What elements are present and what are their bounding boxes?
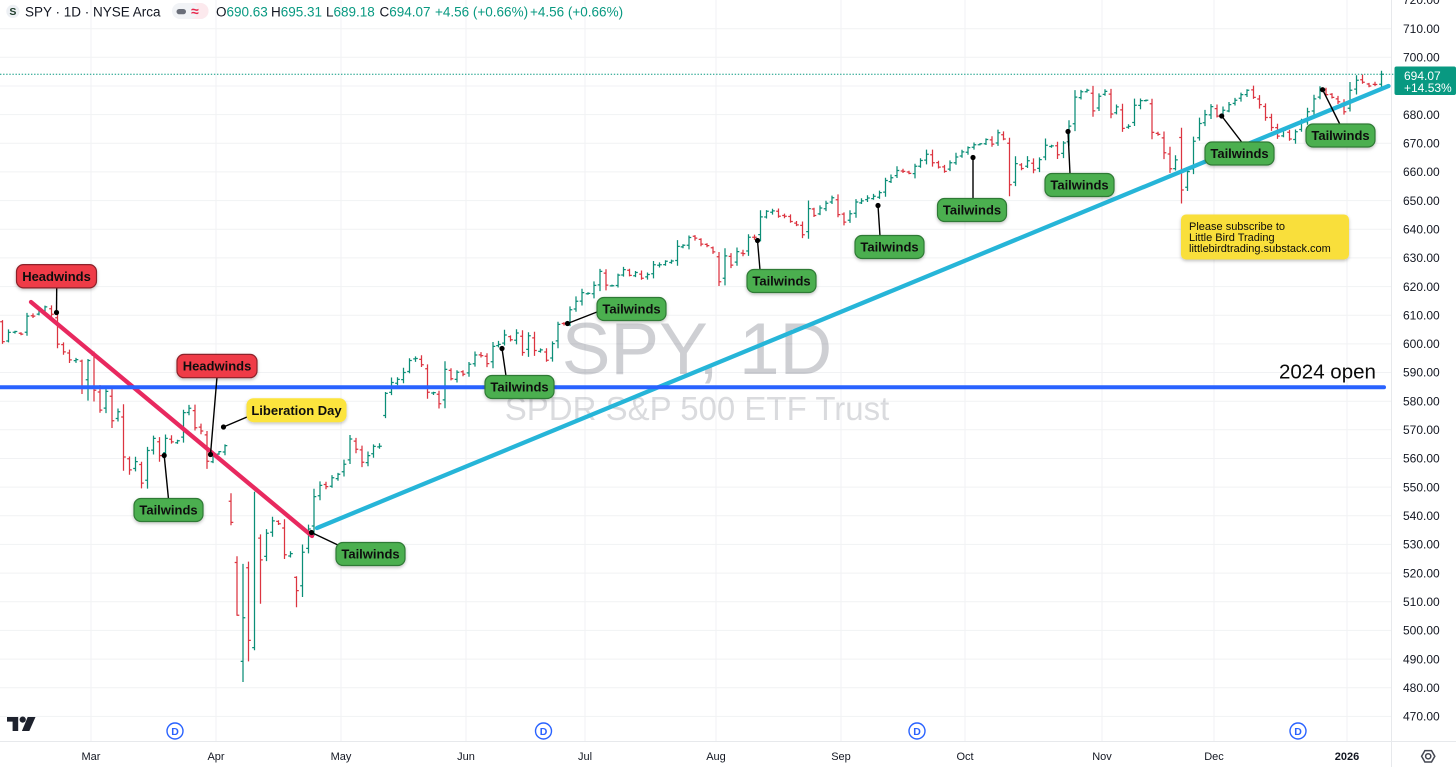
svg-text:Tailwinds: Tailwinds bbox=[1210, 146, 1268, 161]
svg-text:Mar: Mar bbox=[82, 751, 101, 763]
svg-text:Headwinds: Headwinds bbox=[183, 359, 252, 374]
svg-text:540.00: 540.00 bbox=[1403, 509, 1440, 523]
svg-text:2026: 2026 bbox=[1335, 751, 1359, 763]
svg-text:littlebirdtrading.substack.com: littlebirdtrading.substack.com bbox=[1189, 243, 1331, 255]
svg-text:610.00: 610.00 bbox=[1403, 308, 1440, 322]
svg-text:H695.31: H695.31 bbox=[271, 4, 322, 19]
svg-text:C694.07: C694.07 bbox=[380, 4, 431, 19]
svg-text:Liberation Day: Liberation Day bbox=[251, 403, 342, 418]
svg-text:L689.18: L689.18 bbox=[326, 4, 375, 19]
svg-text:680.00: 680.00 bbox=[1403, 108, 1440, 122]
svg-text:470.00: 470.00 bbox=[1403, 710, 1440, 724]
svg-text:D: D bbox=[540, 726, 548, 738]
svg-text:Little Bird Trading: Little Bird Trading bbox=[1189, 232, 1275, 244]
svg-text:D: D bbox=[1294, 726, 1302, 738]
svg-text:SPDR S&P 500 ETF Trust: SPDR S&P 500 ETF Trust bbox=[505, 390, 890, 427]
svg-text:Tailwinds: Tailwinds bbox=[860, 240, 918, 255]
svg-text:620.00: 620.00 bbox=[1403, 280, 1440, 294]
svg-text:Jun: Jun bbox=[457, 751, 475, 763]
svg-text:Dec: Dec bbox=[1204, 751, 1224, 763]
svg-text:Nov: Nov bbox=[1092, 751, 1112, 763]
svg-text:720.00: 720.00 bbox=[1403, 0, 1440, 7]
svg-text:D: D bbox=[171, 726, 179, 738]
svg-text:Please subscribe to: Please subscribe to bbox=[1189, 221, 1285, 233]
svg-text:570.00: 570.00 bbox=[1403, 423, 1440, 437]
svg-text:SPY · 1D · NYSE Arca: SPY · 1D · NYSE Arca bbox=[25, 4, 161, 19]
svg-text:530.00: 530.00 bbox=[1403, 538, 1440, 552]
svg-text:Tailwinds: Tailwinds bbox=[602, 302, 660, 317]
svg-text:550.00: 550.00 bbox=[1403, 480, 1440, 494]
svg-text:+14.53%: +14.53% bbox=[1404, 81, 1452, 95]
svg-text:600.00: 600.00 bbox=[1403, 337, 1440, 351]
svg-text:Tailwinds: Tailwinds bbox=[139, 503, 197, 518]
svg-text:O690.63: O690.63 bbox=[216, 4, 268, 19]
svg-text:480.00: 480.00 bbox=[1403, 681, 1440, 695]
svg-text:580.00: 580.00 bbox=[1403, 394, 1440, 408]
svg-text:Apr: Apr bbox=[207, 751, 224, 763]
svg-text:630.00: 630.00 bbox=[1403, 251, 1440, 265]
svg-text:520.00: 520.00 bbox=[1403, 566, 1440, 580]
svg-text:700.00: 700.00 bbox=[1403, 51, 1440, 65]
svg-text:Tailwinds: Tailwinds bbox=[341, 547, 399, 562]
svg-text:560.00: 560.00 bbox=[1403, 452, 1440, 466]
svg-text:660.00: 660.00 bbox=[1403, 165, 1440, 179]
svg-text:SPY, 1D: SPY, 1D bbox=[562, 309, 833, 390]
svg-text:2024 open: 2024 open bbox=[1279, 361, 1376, 384]
svg-text:Jul: Jul bbox=[578, 751, 592, 763]
svg-text:694.07: 694.07 bbox=[1404, 69, 1441, 83]
svg-text:+4.56 (+0.66%): +4.56 (+0.66%) bbox=[530, 4, 623, 19]
svg-text:Tailwinds: Tailwinds bbox=[752, 274, 810, 289]
svg-text:+4.56 (+0.66%): +4.56 (+0.66%) bbox=[435, 4, 528, 19]
svg-text:Tailwinds: Tailwinds bbox=[1311, 128, 1369, 143]
svg-text:Sep: Sep bbox=[831, 751, 851, 763]
svg-text:Tailwinds: Tailwinds bbox=[1050, 178, 1108, 193]
svg-text:510.00: 510.00 bbox=[1403, 595, 1440, 609]
svg-text:640.00: 640.00 bbox=[1403, 222, 1440, 236]
svg-text:650.00: 650.00 bbox=[1403, 194, 1440, 208]
svg-text:710.00: 710.00 bbox=[1403, 22, 1440, 36]
svg-text:Tailwinds: Tailwinds bbox=[490, 380, 548, 395]
svg-text:May: May bbox=[331, 751, 352, 763]
svg-text:490.00: 490.00 bbox=[1403, 652, 1440, 666]
svg-text:Headwinds: Headwinds bbox=[22, 269, 91, 284]
svg-text:Oct: Oct bbox=[956, 751, 973, 763]
svg-text:500.00: 500.00 bbox=[1403, 624, 1440, 638]
svg-text:590.00: 590.00 bbox=[1403, 366, 1440, 380]
svg-text:Tailwinds: Tailwinds bbox=[943, 203, 1001, 218]
svg-text:670.00: 670.00 bbox=[1403, 137, 1440, 151]
svg-text:D: D bbox=[913, 726, 921, 738]
svg-text:S: S bbox=[9, 6, 16, 18]
svg-text:≈: ≈ bbox=[191, 3, 199, 19]
svg-text:Aug: Aug bbox=[706, 751, 726, 763]
